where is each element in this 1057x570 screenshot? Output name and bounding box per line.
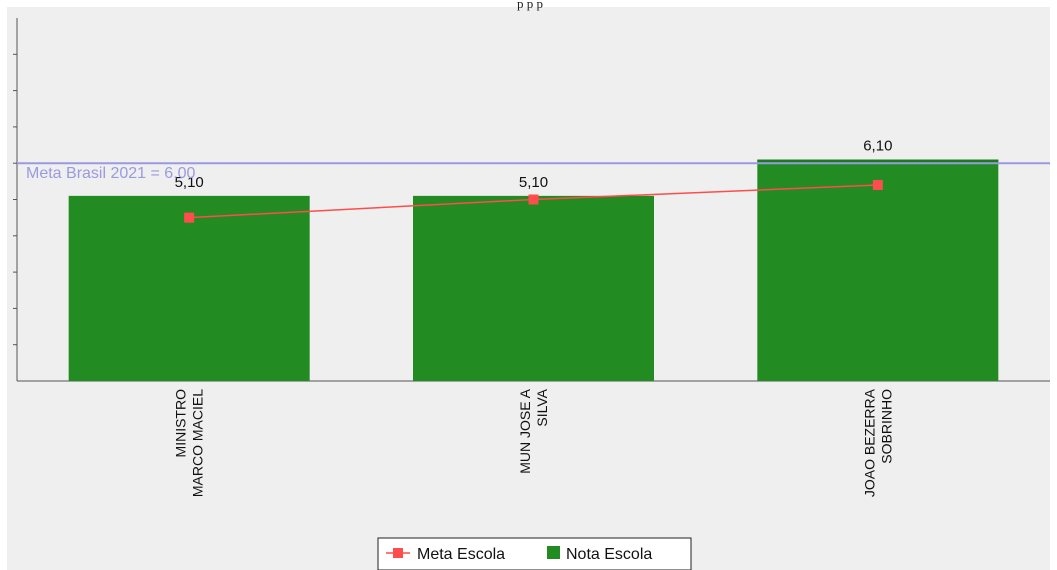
bar-value-label: 5,10 xyxy=(175,174,204,191)
x-tick-label: MUN JOSE ASILVA xyxy=(517,388,550,473)
x-tick-label-line: JOAO BEZERRA xyxy=(861,388,877,497)
top-caption: p p p xyxy=(517,0,543,11)
x-tick-label-line: SILVA xyxy=(534,388,550,426)
svg-text:JOAO BEZERRASOBRINHO: JOAO BEZERRASOBRINHO xyxy=(861,388,894,497)
x-tick-label: MINISTROMARCO MACIEL xyxy=(173,389,206,497)
meta-escola-point xyxy=(872,179,883,190)
reference-line-label: Meta Brasil 2021 = 6,00 xyxy=(26,165,196,182)
svg-text:MINISTROMARCO MACIEL: MINISTROMARCO MACIEL xyxy=(173,389,206,497)
legend-meta-escola-label: Meta Escola xyxy=(417,546,505,563)
legend-nota-escola-swatch xyxy=(547,546,560,559)
meta-escola-point xyxy=(528,194,539,205)
meta-escola-point xyxy=(184,212,195,223)
x-tick-label-line: MUN JOSE A xyxy=(517,388,533,473)
x-tick-label: JOAO BEZERRASOBRINHO xyxy=(861,388,894,497)
bar-above-reference xyxy=(757,159,999,165)
legend: Meta Escola Nota Escola xyxy=(377,537,692,570)
x-tick-label-line: MINISTRO xyxy=(173,389,189,458)
legend-meta-marker-icon xyxy=(393,548,403,558)
svg-text:MUN JOSE ASILVA: MUN JOSE ASILVA xyxy=(517,388,550,473)
x-tick-label-line: SOBRINHO xyxy=(878,389,894,464)
bar-nota-escola xyxy=(757,159,999,381)
bar-nota-escola xyxy=(413,195,654,381)
bar-value-label: 6,10 xyxy=(863,138,892,155)
legend-box xyxy=(377,537,692,570)
legend-nota-escola-label: Nota Escola xyxy=(566,546,652,563)
x-tick-label-line: MARCO MACIEL xyxy=(190,389,206,497)
bar-nota-escola xyxy=(68,195,310,381)
bar-value-label: 5,10 xyxy=(519,174,548,191)
